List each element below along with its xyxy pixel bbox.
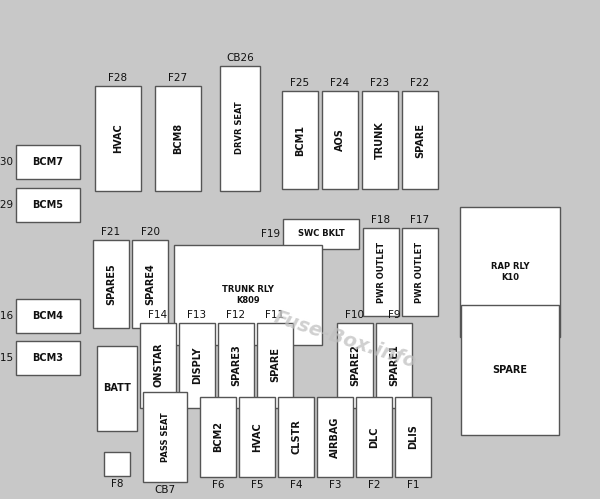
FancyBboxPatch shape [16,299,80,333]
Text: F27: F27 [169,72,188,82]
Text: F1: F1 [407,480,419,490]
Text: SPARE: SPARE [493,365,527,375]
Text: F30: F30 [0,157,13,167]
Text: DRVR SEAT: DRVR SEAT [235,102,245,154]
Text: SPARE3: SPARE3 [231,344,241,386]
Text: CLSTR: CLSTR [291,420,301,455]
Text: F19: F19 [261,229,280,239]
FancyBboxPatch shape [257,322,293,408]
FancyBboxPatch shape [97,345,137,431]
Text: TRUNK RLY
K809: TRUNK RLY K809 [222,285,274,305]
FancyBboxPatch shape [282,91,318,189]
Text: F12: F12 [226,309,245,319]
Text: BCM5: BCM5 [32,200,64,210]
Text: F6: F6 [212,480,224,490]
Text: BCM2: BCM2 [213,422,223,453]
FancyBboxPatch shape [402,91,438,189]
Text: BCM8: BCM8 [173,122,183,154]
Text: SPARE2: SPARE2 [350,344,360,386]
Text: F29: F29 [0,200,13,210]
FancyBboxPatch shape [363,228,399,316]
FancyBboxPatch shape [16,341,80,375]
FancyBboxPatch shape [356,397,392,477]
Text: Fuse-Box.info: Fuse-Box.info [271,308,419,372]
FancyBboxPatch shape [95,85,141,191]
FancyBboxPatch shape [140,322,176,408]
Text: HVAC: HVAC [252,422,262,452]
Text: F21: F21 [101,227,121,237]
FancyBboxPatch shape [362,91,398,189]
Text: AIRBAG: AIRBAG [330,416,340,458]
Text: F14: F14 [148,309,167,319]
Text: SWC BKLT: SWC BKLT [298,230,344,239]
Text: F20: F20 [140,227,160,237]
Text: BCM3: BCM3 [32,353,64,363]
Text: F9: F9 [388,309,400,319]
FancyBboxPatch shape [402,228,438,316]
Text: DLIS: DLIS [408,425,418,450]
FancyBboxPatch shape [322,91,358,189]
Text: F15: F15 [0,353,13,363]
Text: TRUNK: TRUNK [375,121,385,159]
FancyBboxPatch shape [395,397,431,477]
FancyBboxPatch shape [461,305,559,435]
FancyBboxPatch shape [278,397,314,477]
Text: HVAC: HVAC [113,123,123,153]
FancyBboxPatch shape [218,322,254,408]
Text: F5: F5 [251,480,263,490]
Text: SPARE5: SPARE5 [106,263,116,305]
Text: SPARE1: SPARE1 [389,344,399,386]
Text: BCM1: BCM1 [295,124,305,156]
Text: F16: F16 [0,311,13,321]
Text: F13: F13 [187,309,206,319]
Text: CB7: CB7 [154,485,176,495]
Text: F25: F25 [290,78,310,88]
FancyBboxPatch shape [174,245,322,345]
Text: PASS SEAT: PASS SEAT [161,412,170,462]
Text: F24: F24 [331,78,350,88]
Text: F10: F10 [346,309,365,319]
FancyBboxPatch shape [220,65,260,191]
FancyBboxPatch shape [104,452,130,476]
Text: F22: F22 [410,78,430,88]
FancyBboxPatch shape [143,392,187,482]
FancyBboxPatch shape [376,322,412,408]
Text: DISPLY: DISPLY [192,346,202,384]
FancyBboxPatch shape [239,397,275,477]
Text: BCM7: BCM7 [32,157,64,167]
Text: F18: F18 [371,215,391,225]
FancyBboxPatch shape [337,322,373,408]
Text: DLC: DLC [369,426,379,448]
Text: BATT: BATT [103,383,131,393]
FancyBboxPatch shape [200,397,236,477]
Text: F4: F4 [290,480,302,490]
Text: SPARE: SPARE [270,347,280,383]
FancyBboxPatch shape [93,240,129,328]
Text: F17: F17 [410,215,430,225]
Text: F23: F23 [370,78,389,88]
Text: CB26: CB26 [226,52,254,62]
Text: BCM4: BCM4 [32,311,64,321]
Text: F8: F8 [111,479,123,489]
Text: F28: F28 [109,72,128,82]
FancyBboxPatch shape [317,397,353,477]
Text: PWR OUTLET: PWR OUTLET [377,242,386,302]
Text: F2: F2 [368,480,380,490]
FancyBboxPatch shape [460,207,560,337]
Text: SPARE: SPARE [415,122,425,158]
Text: F3: F3 [329,480,341,490]
Text: PWR OUTLET: PWR OUTLET [415,242,425,302]
FancyBboxPatch shape [283,219,359,249]
FancyBboxPatch shape [132,240,168,328]
FancyBboxPatch shape [155,85,201,191]
FancyBboxPatch shape [179,322,215,408]
Text: SPARE4: SPARE4 [145,263,155,305]
FancyBboxPatch shape [16,145,80,179]
Text: F11: F11 [265,309,284,319]
Text: ONSTAR: ONSTAR [153,343,163,387]
FancyBboxPatch shape [16,188,80,222]
Text: RAP RLY
K10: RAP RLY K10 [491,262,529,282]
Text: AOS: AOS [335,129,345,151]
